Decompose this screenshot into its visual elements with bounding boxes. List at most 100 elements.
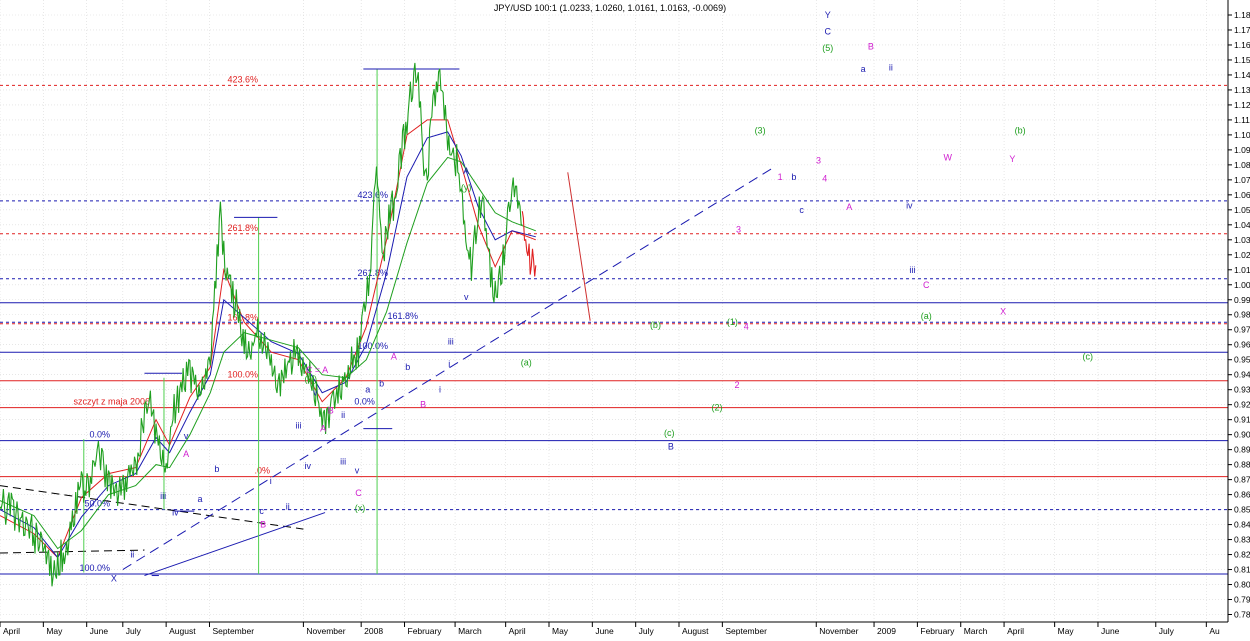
wave-label: 4 <box>822 173 827 183</box>
wave-label: B <box>260 520 266 530</box>
wave-label: iii <box>448 337 454 347</box>
fib-levels: 100.0% 50.0% .0% 0.0% szczyt z maja 2006 100.… <box>0 74 1228 575</box>
wave-label: a <box>198 494 203 504</box>
wave-label: i <box>270 476 272 486</box>
wave-label: 3 <box>816 155 821 165</box>
fib-level-label: 161.8% <box>387 311 418 321</box>
wave-label: iv <box>304 461 311 471</box>
y-tick-label: 1.01 <box>1234 265 1250 275</box>
wave-label: (1) <box>727 317 738 327</box>
y-tick-label: 0.78 <box>1234 610 1250 620</box>
fib-level-label: 50.0% <box>84 499 110 509</box>
wave-label: 3 <box>736 224 741 234</box>
y-tick-label: 1.08 <box>1234 160 1250 170</box>
wave-label: ii <box>130 550 134 560</box>
y-tick-label: 0.90 <box>1234 430 1250 440</box>
wave-label: ii <box>286 502 290 512</box>
wave-label: A <box>183 449 189 459</box>
y-tick-label: 1.00 <box>1234 280 1250 290</box>
wave-label: i <box>439 385 441 395</box>
wave-label: X <box>111 574 117 584</box>
chart-title: JPY/USD 100:1 (1.0233, 1.0260, 1.0161, 1… <box>494 3 726 13</box>
fib-level-label: 261.8% <box>227 223 258 233</box>
fib-level-label: 261.8% <box>357 268 388 278</box>
x-tick-label: March <box>458 626 482 636</box>
moving-average-line <box>0 156 536 550</box>
y-tick-label: 0.84 <box>1234 520 1250 530</box>
wave-label: (5) <box>822 43 833 53</box>
wave-label: b <box>214 464 219 474</box>
fib-level-label: szczyt z maja 2006 <box>73 397 150 407</box>
wave-label: 1 <box>778 172 783 182</box>
wave-label: (2) <box>711 403 722 413</box>
wave-label: A <box>320 424 326 434</box>
x-tick-label: August <box>169 626 196 636</box>
price-line <box>0 62 523 587</box>
fib-level-label: 423.6% <box>227 74 258 84</box>
wave-label: ii <box>889 62 893 72</box>
y-tick-label: 1.13 <box>1234 85 1250 95</box>
y-tick-label: 1.12 <box>1234 100 1250 110</box>
y-tick-label: 0.99 <box>1234 295 1250 305</box>
x-tick-label: February <box>920 626 955 636</box>
wave-label: B <box>420 400 426 410</box>
x-tick-label: April <box>3 626 20 636</box>
x-tick-label: September <box>725 626 767 636</box>
y-tick-label: 0.88 <box>1234 460 1250 470</box>
wave-label: ii <box>341 410 345 420</box>
wave-label: 4 <box>744 322 749 332</box>
price-line <box>521 211 537 277</box>
wave-label: Y <box>825 10 831 20</box>
x-tick-label: September <box>212 626 254 636</box>
y-tick-label: 0.85 <box>1234 505 1250 515</box>
trendline-black-dashed <box>0 549 145 554</box>
wave-label: A <box>846 202 852 212</box>
wave-label: B <box>868 41 874 51</box>
wave-label: (a) <box>921 311 932 321</box>
wave-label: iii <box>340 457 346 467</box>
y-tick-label: 0.92 <box>1234 400 1250 410</box>
x-tick-label: June <box>1101 626 1120 636</box>
y-tick-label: 1.14 <box>1234 70 1250 80</box>
y-tick-label: 0.96 <box>1234 340 1250 350</box>
wave-label: A <box>463 166 469 176</box>
y-tick-label: 0.80 <box>1234 580 1250 590</box>
x-tick-label: Au <box>1209 626 1220 636</box>
y-tick-label: 0.79 <box>1234 595 1250 605</box>
wave-label: iv <box>172 508 179 518</box>
x-tick-label: April <box>509 626 526 636</box>
wave-label: Y <box>1009 154 1015 164</box>
y-tick-label: 0.98 <box>1234 310 1250 320</box>
y-tick-label: 0.87 <box>1234 475 1250 485</box>
wave-label: iii <box>295 421 301 431</box>
y-tick-label: 0.82 <box>1234 550 1250 560</box>
y-tick-label: 0.86 <box>1234 490 1250 500</box>
fib-level-label: .0% <box>254 466 270 476</box>
y-tick-label: 1.16 <box>1234 40 1250 50</box>
fib-level-label: 100.0% <box>357 341 388 351</box>
y-tick-label: 1.09 <box>1234 145 1250 155</box>
x-tick-label: 2008 <box>364 626 383 636</box>
y-tick-label: 1.04 <box>1234 220 1250 230</box>
wave-label: v <box>464 292 469 302</box>
y-tick-label: 0.93 <box>1234 385 1250 395</box>
y-tick-label: 0.94 <box>1234 370 1250 380</box>
trendline-blue <box>144 512 326 577</box>
trendlines <box>0 68 774 577</box>
y-tick-label: 1.02 <box>1234 250 1250 260</box>
y-tick-label: 0.97 <box>1234 325 1250 335</box>
fib-level-label: 423.6% <box>357 190 388 200</box>
wave-label: A <box>391 352 397 362</box>
wave-label: C <box>355 488 362 498</box>
wave-label: (x) <box>355 503 366 513</box>
y-tick-label: 1.15 <box>1234 55 1250 65</box>
wave-label: C = A <box>306 365 328 375</box>
wave-label: (3) <box>755 125 766 135</box>
moving-average-line <box>0 119 536 559</box>
wave-label: (c) <box>1083 352 1094 362</box>
y-tick-label: 0.95 <box>1234 355 1250 365</box>
wave-label: iii <box>160 491 166 501</box>
x-tick-label: March <box>964 626 988 636</box>
